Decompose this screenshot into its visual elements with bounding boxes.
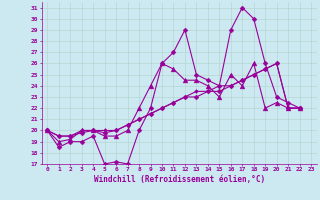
X-axis label: Windchill (Refroidissement éolien,°C): Windchill (Refroidissement éolien,°C) <box>94 175 265 184</box>
